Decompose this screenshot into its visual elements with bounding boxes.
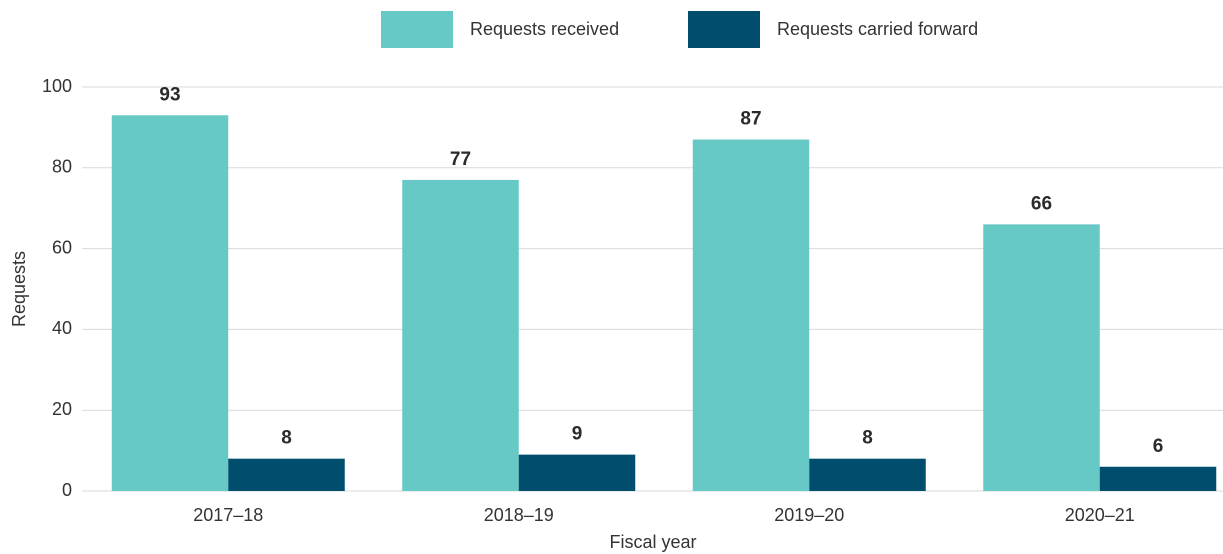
- bar: [518, 454, 636, 491]
- legend-label: Requests carried forward: [777, 19, 978, 39]
- value-label: 93: [159, 84, 180, 105]
- legend-swatch: [688, 11, 760, 48]
- bar: [983, 224, 1100, 492]
- bar: [692, 139, 810, 491]
- value-label: 9: [572, 424, 583, 445]
- y-tick-label: 0: [62, 480, 72, 500]
- x-axis-title: Fiscal year: [609, 532, 696, 552]
- bar: [228, 458, 345, 491]
- y-axis-title: Requests: [9, 251, 29, 327]
- x-tick-label: 2018–19: [484, 505, 554, 525]
- bar: [1099, 466, 1217, 491]
- value-label: 66: [1031, 193, 1052, 214]
- value-label: 8: [281, 428, 292, 449]
- legend-swatch: [381, 11, 453, 48]
- bar: [402, 179, 519, 492]
- y-tick-label: 80: [52, 157, 72, 177]
- y-tick-label: 40: [52, 318, 72, 338]
- value-label: 6: [1153, 436, 1164, 457]
- y-tick-label: 20: [52, 399, 72, 419]
- bar: [809, 458, 926, 491]
- y-tick-label: 60: [52, 237, 72, 257]
- value-label: 77: [450, 149, 471, 170]
- value-label: 87: [740, 109, 761, 130]
- y-tick-label: 100: [42, 76, 72, 96]
- bar: [111, 115, 229, 491]
- value-label: 8: [862, 428, 873, 449]
- x-tick-label: 2019–20: [774, 505, 844, 525]
- x-tick-label: 2017–18: [193, 505, 263, 525]
- legend-label: Requests received: [470, 19, 619, 39]
- x-tick-label: 2020–21: [1065, 505, 1135, 525]
